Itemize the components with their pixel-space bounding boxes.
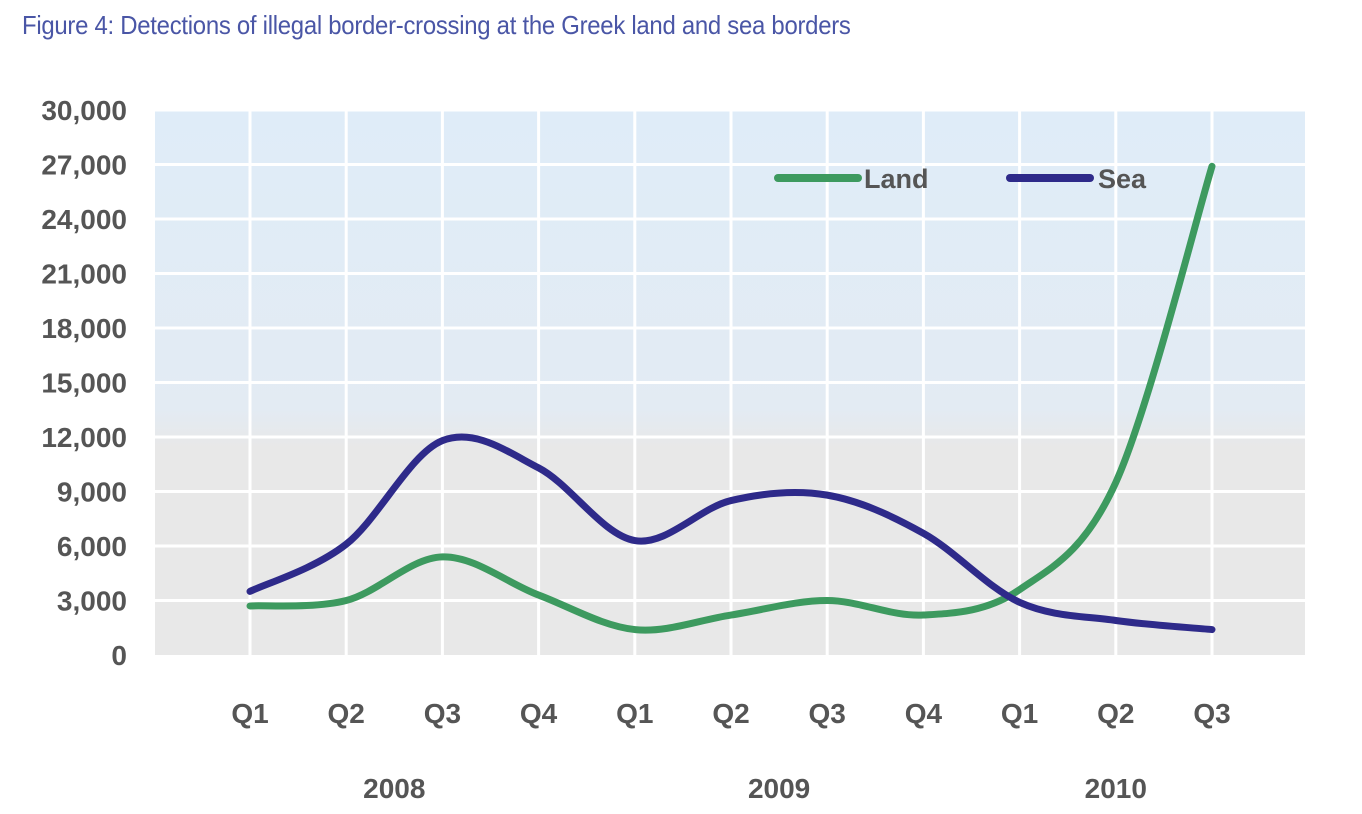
x-tick-label: Q4 <box>520 698 558 729</box>
x-tick-label: Q4 <box>905 698 943 729</box>
year-label: 2009 <box>748 773 810 804</box>
y-tick-label: 30,000 <box>41 95 127 126</box>
x-tick-label: Q2 <box>712 698 749 729</box>
y-tick-label: 9,000 <box>57 477 127 508</box>
series-line-land <box>246 162 1216 634</box>
year-label: 2008 <box>363 773 425 804</box>
year-label: 2010 <box>1085 773 1147 804</box>
x-tick-label: Q1 <box>1001 698 1038 729</box>
x-tick-label: Q2 <box>1097 698 1134 729</box>
x-tick-label: Q3 <box>424 698 461 729</box>
y-tick-label: 24,000 <box>41 204 127 235</box>
y-tick-label: 3,000 <box>57 586 127 617</box>
series-line-sea <box>246 433 1216 634</box>
x-tick-label: Q1 <box>231 698 268 729</box>
chart-title: Figure 4: Detections of illegal border-c… <box>22 10 851 40</box>
legend-label-land: Land <box>864 164 929 194</box>
y-tick-label: 18,000 <box>41 313 127 344</box>
y-tick-label: 12,000 <box>41 422 127 453</box>
y-tick-label: 15,000 <box>41 368 127 399</box>
x-tick-label: Q3 <box>1193 698 1230 729</box>
y-tick-label: 0 <box>111 640 127 671</box>
y-tick-label: 21,000 <box>41 259 127 290</box>
legend-label-sea: Sea <box>1098 164 1147 194</box>
x-tick-label: Q3 <box>809 698 846 729</box>
y-tick-label: 27,000 <box>41 150 127 181</box>
x-tick-label: Q2 <box>328 698 365 729</box>
y-tick-label: 6,000 <box>57 531 127 562</box>
x-tick-label: Q1 <box>616 698 653 729</box>
